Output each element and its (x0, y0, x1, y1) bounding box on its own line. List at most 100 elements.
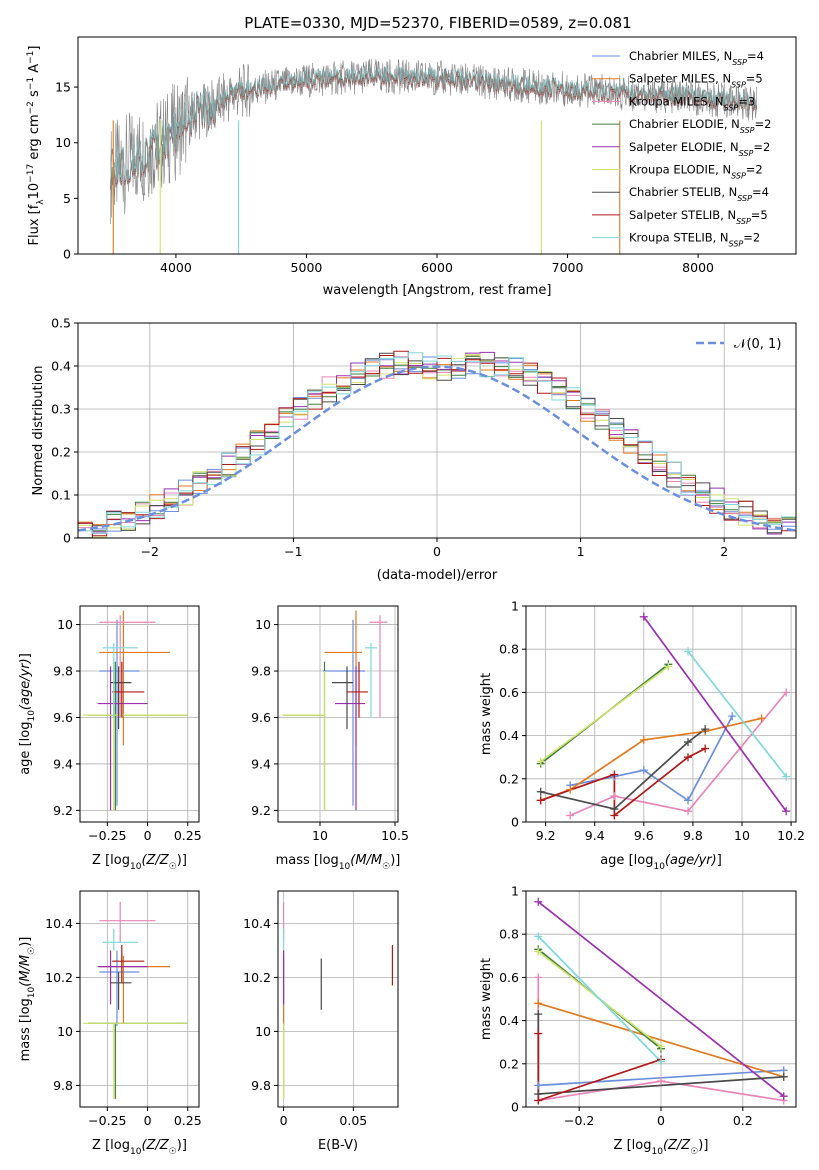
y-tick-label: 1 (511, 599, 519, 614)
series-marker (534, 897, 543, 906)
series-marker (534, 1029, 543, 1038)
spectrum-model-line (110, 65, 758, 187)
residual-histogram (78, 352, 796, 534)
legend-label: Kroupa ELODIE, NSSP=2 (629, 163, 763, 181)
y-tick-label: 9.6 (251, 710, 271, 725)
y-tick-label: 10.2 (243, 970, 271, 985)
series-marker (684, 647, 692, 656)
series-line (540, 728, 706, 810)
x-tick-label: 10.2 (777, 828, 805, 843)
series-marker (566, 811, 575, 820)
y-tick-label: 10.4 (45, 916, 73, 931)
panel-mass-vs-ebv: 0 0.05 9.8 10 10.2 10.4 E(B-V) (243, 890, 399, 1153)
y-tick-label: 0.2 (51, 445, 71, 460)
x-tick-label: 10 (312, 828, 328, 843)
spectrum-legend: Chabrier MILES, NSSP=4 Salpeter MILES, NS… (592, 49, 771, 248)
panel-age-vs-Z: −0.25 0 0.25 9.2 9.4 9.6 9.8 10 Z [log10(Z/Z☉)] a… (18, 605, 202, 872)
x-tick-label: 9.2 (536, 828, 556, 843)
legend-label: Kroupa STELIB, NSSP=2 (629, 231, 760, 249)
x-tick-label: 0 (144, 828, 152, 843)
x-axis-label: Z [log10(Z/Z☉)] (92, 1138, 187, 1157)
series-marker (610, 770, 619, 779)
x-tick-label: 10 (734, 828, 750, 843)
x-tick-label: 10.5 (381, 828, 409, 843)
axes-frame (79, 890, 200, 1108)
axes-frame (525, 605, 797, 823)
series-marker (534, 973, 543, 982)
series-line (643, 616, 787, 812)
x-tick-label: −0.25 (88, 828, 126, 843)
series-marker (610, 792, 619, 801)
series-marker (779, 1092, 788, 1101)
y-tick-label: 9.2 (251, 803, 271, 818)
x-tick-label: 5000 (291, 260, 323, 275)
x-tick-label: −0.2 (564, 1113, 594, 1128)
x-tick-label: −2 (141, 544, 159, 559)
y-tick-label: 9.4 (53, 756, 73, 771)
series-marker (701, 725, 710, 734)
axes-frame (79, 605, 200, 823)
figure-title: PLATE=0330, MJD=52370, FIBERID=0589, z=0… (244, 14, 631, 32)
series-line (540, 747, 706, 818)
series-line (540, 665, 669, 763)
y-tick-label: 15 (55, 80, 71, 95)
y-tick-label: 9.8 (53, 1078, 73, 1093)
y-tick-label: 0.6 (499, 685, 519, 700)
plot-area-spectrum (110, 58, 758, 254)
y-tick-label: 0 (511, 1100, 519, 1115)
y-axis-label: Normed distribution (31, 366, 46, 496)
y-tick-label: 9.8 (53, 664, 73, 679)
x-tick-label: 8000 (682, 260, 714, 275)
y-tick-label: 10 (255, 617, 271, 632)
panel-weight-vs-Z: −0.2 0 0.2 0 0.2 0.4 0.6 0.8 1 mass weight Z [log1… (479, 884, 797, 1157)
x-axis-label: Z [log10(Z/Z☉)] (92, 853, 187, 872)
x-tick-label: 0.05 (339, 1113, 367, 1128)
series-marker (664, 662, 673, 671)
x-axis-label: mass [log10(M/M☉)] (276, 853, 401, 872)
series-marker (534, 947, 543, 956)
spectrum-data-line (110, 58, 757, 225)
y-tick-label: 0.3 (51, 402, 71, 417)
series-line (537, 935, 662, 1063)
x-tick-label: 1 (577, 544, 585, 559)
panel-mass-vs-Z: −0.25 0 0.25 9.8 10 10.2 10.4 Z [log10(Z/Z☉)] ma… (18, 890, 202, 1157)
x-tick-label: 0.2 (733, 1113, 753, 1128)
legend-label: Chabrier MILES, NSSP=4 (629, 49, 764, 67)
y-tick-label: 0.8 (499, 927, 519, 942)
y-tick-label: 1 (511, 884, 519, 899)
y-tick-label: 0.8 (499, 642, 519, 657)
series-marker (534, 1081, 543, 1090)
series-marker (657, 1057, 665, 1066)
x-axis-label: Z [log10(Z/Z☉)] (614, 1138, 709, 1157)
y-tick-label: 0.2 (499, 1056, 519, 1071)
x-tick-label: 9.6 (634, 828, 654, 843)
plot-area-mass-vs-Z (83, 901, 188, 1099)
y-tick-label: 10 (55, 135, 71, 150)
residual-histogram (91, 352, 796, 538)
plot-area-mass-vs-ebv (282, 901, 394, 1099)
series-marker (782, 688, 791, 697)
x-tick-label: 0 (280, 1113, 288, 1128)
x-axis-label: wavelength [Angstrom, rest frame] (323, 283, 552, 298)
x-tick-label: 9.4 (585, 828, 605, 843)
y-axis-label: mass weight (479, 958, 494, 1040)
y-tick-label: 0.2 (499, 771, 519, 786)
x-tick-label: 0 (433, 544, 441, 559)
series-marker (684, 738, 692, 747)
y-tick-label: 0.5 (51, 316, 71, 331)
series-marker (657, 1042, 665, 1051)
legend-label: Salpeter MILES, NSSP=5 (629, 72, 763, 90)
y-tick-label: 10.4 (243, 916, 271, 931)
series-marker (536, 757, 545, 766)
series-marker (782, 807, 791, 816)
series-marker (536, 796, 545, 805)
y-tick-label: 0.4 (499, 1013, 519, 1028)
series-marker (782, 772, 791, 781)
legend-label: Chabrier ELODIE, NSSP=2 (629, 117, 771, 135)
y-tick-label: 0 (63, 247, 71, 262)
y-axis-label: mass [log10(M/M☉)] (18, 937, 37, 1062)
x-tick-label: 4000 (160, 260, 192, 275)
series-marker (534, 932, 543, 941)
series-marker (534, 999, 543, 1008)
